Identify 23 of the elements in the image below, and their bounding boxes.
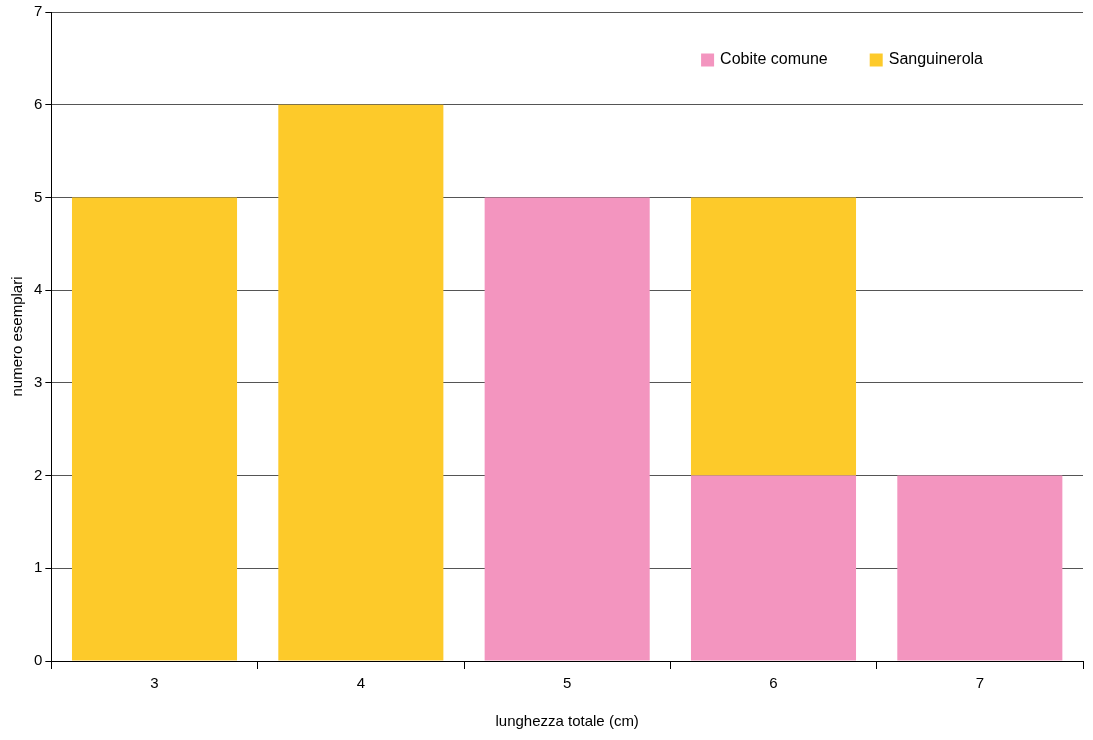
x-tick-label: 5: [563, 674, 572, 692]
x-tick-label: 7: [975, 674, 985, 692]
y-tick-label: 6: [34, 94, 43, 112]
bar: [484, 197, 650, 661]
bar: [278, 104, 444, 661]
legend-label: Sanguinerola: [888, 50, 984, 68]
y-tick-label: 3: [34, 373, 43, 390]
bar: [71, 197, 238, 661]
bar: [690, 475, 857, 661]
x-tick-label: 4: [356, 674, 366, 692]
y-axis-title: numero esemplari: [8, 276, 26, 397]
y-tick-label: 0: [34, 651, 43, 669]
bar: [897, 475, 1063, 661]
y-tick-label: 4: [34, 280, 43, 298]
x-tick-label: 6: [769, 674, 778, 692]
bar: [690, 197, 857, 476]
legend-label: Cobite comune: [720, 50, 828, 68]
y-tick-label: 1: [34, 558, 43, 576]
y-tick-label: 7: [34, 2, 43, 20]
y-tick-label: 2: [34, 465, 43, 483]
x-tick-label: 3: [150, 674, 159, 692]
y-tick-label: 5: [34, 187, 43, 205]
x-axis-title: lunghezza totale (cm): [495, 712, 639, 730]
